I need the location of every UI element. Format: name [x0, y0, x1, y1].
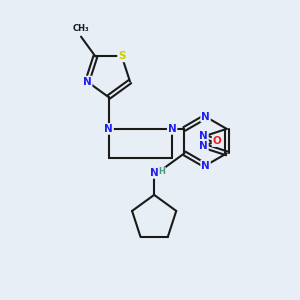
Text: N: N [150, 168, 158, 178]
Text: CH₃: CH₃ [73, 24, 89, 33]
Text: N: N [83, 76, 92, 87]
Text: N: N [201, 160, 210, 171]
Text: N: N [199, 141, 208, 151]
Text: S: S [118, 51, 126, 62]
Text: N: N [199, 131, 208, 141]
Text: O: O [212, 136, 221, 146]
Text: N: N [201, 112, 210, 122]
Text: N: N [168, 124, 176, 134]
Text: N: N [104, 124, 113, 134]
Text: H: H [158, 167, 165, 176]
